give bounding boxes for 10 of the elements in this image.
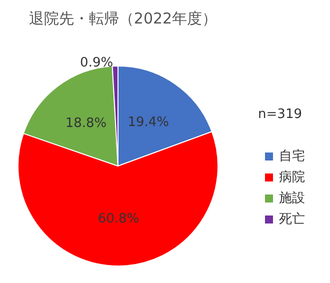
text: n=319 [258,107,302,122]
data-label: 0.9% [80,56,114,71]
legend-label: 自宅 [279,148,305,164]
legend-label: 死亡 [279,211,305,227]
data-label: 60.8% [98,212,140,226]
legend-label: 病院 [279,170,305,185]
legend-label: 施設 [279,191,305,206]
data-label: 19.4% [128,115,170,130]
chart-title: 退院先・転帰（2022年度） [28,10,218,28]
data-label: 18.8% [65,116,107,132]
